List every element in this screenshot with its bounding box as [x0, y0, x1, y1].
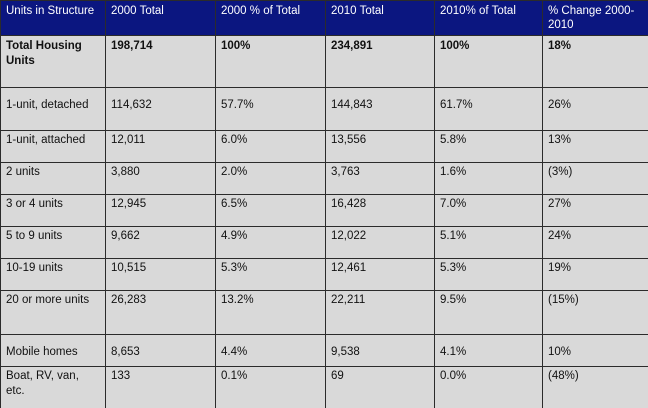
- cell-2010-total: 9,538: [325, 334, 435, 367]
- table-row: 2 units 3,880 2.0% 3,763 1.6% (3%): [0, 162, 648, 195]
- row-label: 2 units: [0, 162, 106, 195]
- cell-2010-total: 22,211: [325, 290, 435, 335]
- row-label: Boat, RV, van, etc.: [0, 366, 106, 408]
- table-body: Total Housing Units 198,714 100% 234,891…: [0, 35, 648, 408]
- cell-percent-change: 27%: [542, 194, 648, 227]
- header-2010-percent: 2010% of Total: [434, 0, 543, 36]
- cell-2000-total: 114,632: [105, 87, 216, 131]
- cell-2000-percent: 57.7%: [215, 87, 326, 131]
- cell-2010-percent: 9.5%: [434, 290, 543, 335]
- cell-2000-percent: 4.4%: [215, 334, 326, 367]
- cell-percent-change: 19%: [542, 258, 648, 291]
- header-2000-percent: 2000 % of Total: [215, 0, 326, 36]
- cell-percent-change: 10%: [542, 334, 648, 367]
- cell-percent-change: 24%: [542, 226, 648, 259]
- cell-2000-total: 133: [105, 366, 216, 408]
- row-label: 3 or 4 units: [0, 194, 106, 227]
- table-row: 5 to 9 units 9,662 4.9% 12,022 5.1% 24%: [0, 226, 648, 259]
- table-row: 3 or 4 units 12,945 6.5% 16,428 7.0% 27%: [0, 194, 648, 227]
- row-label: 1-unit, detached: [0, 87, 106, 131]
- cell-2000-total: 26,283: [105, 290, 216, 335]
- cell-2000-percent: 0.1%: [215, 366, 326, 408]
- header-percent-change: % Change 2000-2010: [542, 0, 648, 36]
- cell-2000-total: 12,945: [105, 194, 216, 227]
- cell-2000-percent: 6.0%: [215, 130, 326, 163]
- cell-percent-change: (3%): [542, 162, 648, 195]
- cell-2000-percent: 4.9%: [215, 226, 326, 259]
- header-2010-total: 2010 Total: [325, 0, 435, 36]
- table-row: Total Housing Units 198,714 100% 234,891…: [0, 35, 648, 88]
- row-label: Total Housing Units: [0, 35, 106, 88]
- cell-2000-percent: 2.0%: [215, 162, 326, 195]
- header-row: Units in Structure 2000 Total 2000 % of …: [0, 0, 648, 36]
- table-row: 20 or more units 26,283 13.2% 22,211 9.5…: [0, 290, 648, 335]
- cell-2010-total: 12,022: [325, 226, 435, 259]
- cell-2010-percent: 100%: [434, 35, 543, 88]
- row-label: 1-unit, attached: [0, 130, 106, 163]
- table-row: Boat, RV, van, etc. 133 0.1% 69 0.0% (48…: [0, 366, 648, 408]
- cell-2010-total: 12,461: [325, 258, 435, 291]
- cell-2010-total: 16,428: [325, 194, 435, 227]
- cell-2010-percent: 61.7%: [434, 87, 543, 131]
- header-2000-total: 2000 Total: [105, 0, 216, 36]
- table-header: Units in Structure 2000 Total 2000 % of …: [0, 0, 648, 36]
- cell-2000-total: 10,515: [105, 258, 216, 291]
- cell-2010-total: 13,556: [325, 130, 435, 163]
- table-row: 10-19 units 10,515 5.3% 12,461 5.3% 19%: [0, 258, 648, 291]
- row-label: 5 to 9 units: [0, 226, 106, 259]
- cell-2010-percent: 5.8%: [434, 130, 543, 163]
- cell-percent-change: 18%: [542, 35, 648, 88]
- row-label: Mobile homes: [0, 334, 106, 367]
- cell-percent-change: (15%): [542, 290, 648, 335]
- row-label: 10-19 units: [0, 258, 106, 291]
- cell-2000-total: 8,653: [105, 334, 216, 367]
- table-row: 1-unit, attached 12,011 6.0% 13,556 5.8%…: [0, 130, 648, 163]
- cell-2010-percent: 1.6%: [434, 162, 543, 195]
- cell-2000-percent: 6.5%: [215, 194, 326, 227]
- cell-percent-change: 26%: [542, 87, 648, 131]
- row-label: 20 or more units: [0, 290, 106, 335]
- table-row: 1-unit, detached 114,632 57.7% 144,843 6…: [0, 87, 648, 131]
- cell-2000-total: 198,714: [105, 35, 216, 88]
- header-units-in-structure: Units in Structure: [0, 0, 106, 36]
- cell-2000-percent: 5.3%: [215, 258, 326, 291]
- cell-2010-percent: 5.3%: [434, 258, 543, 291]
- table-row: Mobile homes 8,653 4.4% 9,538 4.1% 10%: [0, 334, 648, 367]
- cell-2010-percent: 7.0%: [434, 194, 543, 227]
- cell-2010-percent: 0.0%: [434, 366, 543, 408]
- cell-2000-total: 3,880: [105, 162, 216, 195]
- cell-2000-percent: 100%: [215, 35, 326, 88]
- cell-2010-percent: 4.1%: [434, 334, 543, 367]
- cell-2000-percent: 13.2%: [215, 290, 326, 335]
- cell-2010-total: 3,763: [325, 162, 435, 195]
- cell-2000-total: 9,662: [105, 226, 216, 259]
- cell-percent-change: (48%): [542, 366, 648, 408]
- cell-2010-total: 234,891: [325, 35, 435, 88]
- cell-2010-percent: 5.1%: [434, 226, 543, 259]
- cell-2010-total: 69: [325, 366, 435, 408]
- cell-2010-total: 144,843: [325, 87, 435, 131]
- cell-percent-change: 13%: [542, 130, 648, 163]
- cell-2000-total: 12,011: [105, 130, 216, 163]
